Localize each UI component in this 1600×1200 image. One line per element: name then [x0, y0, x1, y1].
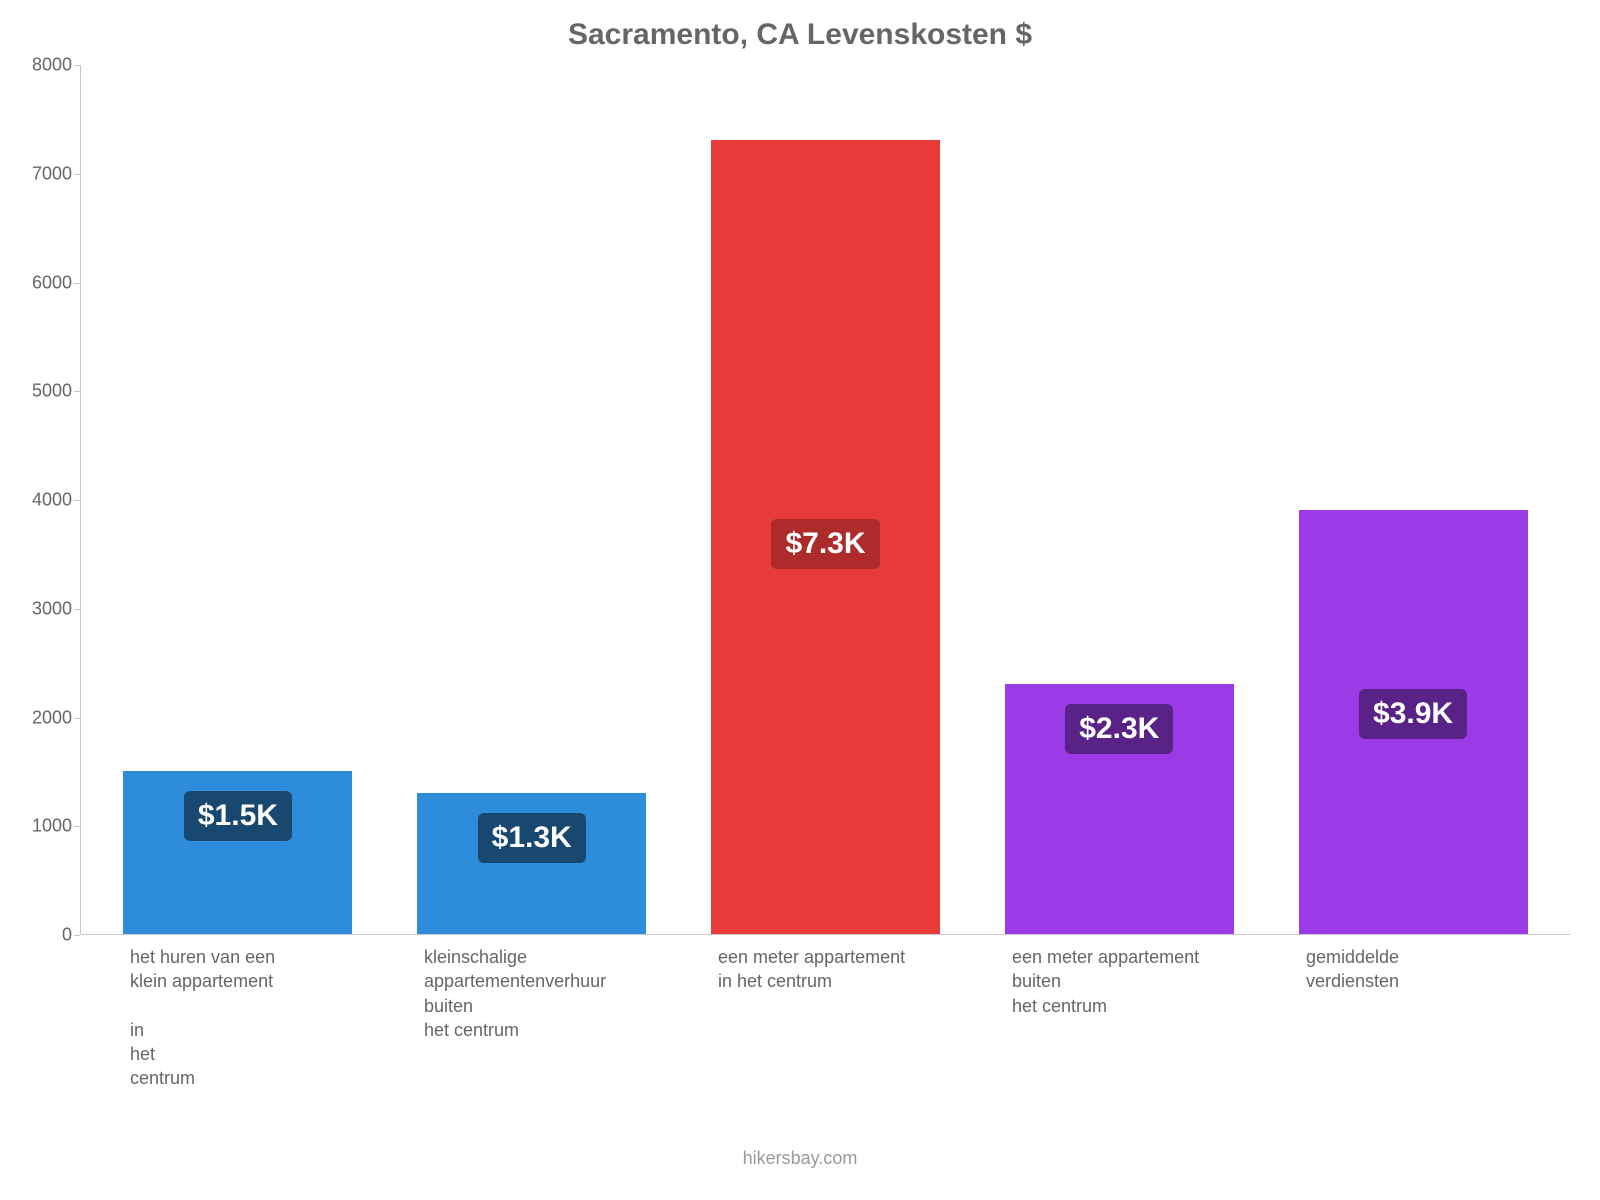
x-axis-labels: het huren van eenklein appartement inhet…: [80, 945, 1570, 1091]
y-tick-mark: [74, 935, 80, 936]
y-tick-label: 5000: [32, 381, 72, 402]
bar-value-label: $2.3K: [1065, 704, 1173, 754]
attribution-text: hikersbay.com: [0, 1148, 1600, 1169]
bar-value-label: $3.9K: [1359, 689, 1467, 739]
x-tick-label: kleinschaligeappartementenverhuurbuitenh…: [384, 945, 678, 1091]
bar-slot: $1.5K: [91, 65, 385, 934]
y-tick-label: 2000: [32, 707, 72, 728]
bar: $7.3K: [711, 140, 940, 934]
y-tick-label: 6000: [32, 272, 72, 293]
bar-value-label: $7.3K: [771, 519, 879, 569]
y-tick-label: 1000: [32, 816, 72, 837]
x-tick-label: een meter appartementbuitenhet centrum: [972, 945, 1266, 1091]
chart-title: Sacramento, CA Levenskosten $: [0, 18, 1600, 52]
bar: $1.3K: [417, 793, 646, 934]
bar-slot: $2.3K: [972, 65, 1266, 934]
bar: $2.3K: [1005, 684, 1234, 934]
plot-area: $1.5K $1.3K $7.3K $2.3K $3.9K: [80, 65, 1570, 935]
bar-value-label: $1.3K: [478, 813, 586, 863]
bar: $1.5K: [123, 771, 352, 934]
x-tick-label: een meter appartementin het centrum: [678, 945, 972, 1091]
bars-group: $1.5K $1.3K $7.3K $2.3K $3.9K: [81, 65, 1570, 934]
bar-slot: $7.3K: [679, 65, 973, 934]
bar-value-label: $1.5K: [184, 791, 292, 841]
x-tick-label: het huren van eenklein appartement inhet…: [90, 945, 384, 1091]
y-tick-label: 8000: [32, 55, 72, 76]
y-tick-label: 7000: [32, 163, 72, 184]
bar-slot: $3.9K: [1266, 65, 1560, 934]
y-tick-label: 0: [62, 925, 72, 946]
x-tick-label: gemiddeldeverdiensten: [1266, 945, 1560, 1091]
y-tick-label: 4000: [32, 490, 72, 511]
chart-container: Sacramento, CA Levenskosten $ 0 1000 2000 3…: [0, 0, 1600, 1200]
y-tick-label: 3000: [32, 598, 72, 619]
bar-slot: $1.3K: [385, 65, 679, 934]
bar: $3.9K: [1299, 510, 1528, 934]
